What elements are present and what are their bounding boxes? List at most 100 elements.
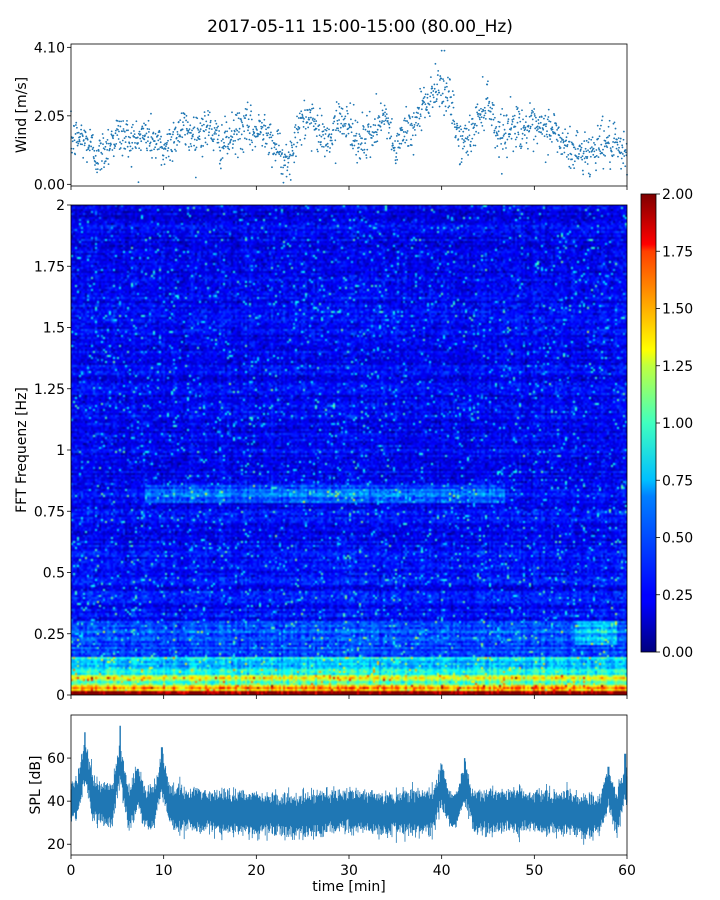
wind-point [551,126,554,129]
wind-point [420,129,423,132]
wind-point [84,142,86,145]
wind-point [495,125,498,128]
wind-point [220,139,223,142]
wind-point [226,130,229,133]
wind-point [164,142,167,145]
wind-point [281,152,283,154]
wind-point [577,147,579,150]
wind-point [524,121,527,124]
wind-point [223,144,226,147]
wind-point [588,138,590,140]
wind-point [603,145,606,148]
wind-point [610,150,613,153]
wind-point [284,164,287,167]
wind-point [207,134,210,137]
wind-point [182,121,184,124]
wind-point [106,138,109,141]
wind-point [595,169,597,172]
wind-point [302,120,305,123]
wind-point [357,142,360,145]
wind-point [480,107,482,110]
wind-point [614,127,617,130]
wind-point [369,125,372,128]
wind-point [313,120,315,123]
wind-point [486,83,489,86]
wind-point [481,110,483,113]
wind-point [256,129,258,131]
wind-point [386,120,389,122]
wind-point [314,122,317,125]
wind-point [223,141,225,144]
wind-point [541,133,544,135]
colorbar-tick-label: 2.00 [662,187,693,203]
wind-point [498,121,501,124]
wind-point [352,139,355,142]
wind-point [263,113,266,116]
wind-point [184,133,186,136]
wind-point [185,114,188,117]
wind-point [440,94,442,97]
wind-point [365,156,368,159]
wind-point [439,75,442,77]
wind-point [510,137,513,140]
wind-point [572,163,574,166]
wind-point [321,145,323,148]
wind-point [543,117,545,120]
wind-point [328,128,330,131]
wind-point [203,114,206,117]
wind-point [77,140,79,143]
wind-point [597,156,600,159]
wind-point [527,124,530,127]
wind-point [71,151,73,154]
wind-point [498,156,500,158]
wind-point [494,146,497,149]
wind-point [556,151,559,154]
wind-point [587,149,589,152]
wind-point [114,145,117,148]
wind-point [126,123,129,126]
wind-point [271,139,274,142]
wind-point [86,161,88,163]
wind-point [612,154,615,156]
wind-point [341,108,344,110]
wind-point [593,150,596,153]
wind-point [565,156,568,158]
wind-point [171,133,174,136]
wind-point [385,113,388,115]
wind-point [412,153,415,156]
wind-point [105,142,108,145]
wind-point [153,148,156,151]
wind-point [405,139,408,141]
wind-point [121,130,124,133]
wind-point [486,97,489,99]
wind-point [145,141,148,144]
wind-point [218,146,221,149]
wind-point [101,160,103,162]
wind-point [315,135,318,138]
spectrogram-image [71,205,627,695]
wind-point [589,155,592,158]
wind-point [565,136,568,139]
wind-point [394,162,397,165]
wind-point [385,108,387,111]
wind-point [411,116,414,118]
wind-point [176,144,178,146]
wind-point [584,131,586,134]
wind-point [421,102,424,105]
wind-point [566,145,569,148]
wind-point [528,130,531,132]
wind-point [483,106,486,109]
wind-point [150,112,152,115]
wind-point [366,130,369,133]
wind-point [99,168,102,171]
wind-point [594,155,597,158]
wind-point [261,121,263,124]
wind-point [427,112,430,115]
wind-point [530,112,533,114]
wind-point [568,140,571,143]
wind-point [437,89,440,92]
wind-point [508,135,511,138]
wind-point [136,136,139,139]
wind-point [92,133,94,136]
wind-point [506,138,509,141]
